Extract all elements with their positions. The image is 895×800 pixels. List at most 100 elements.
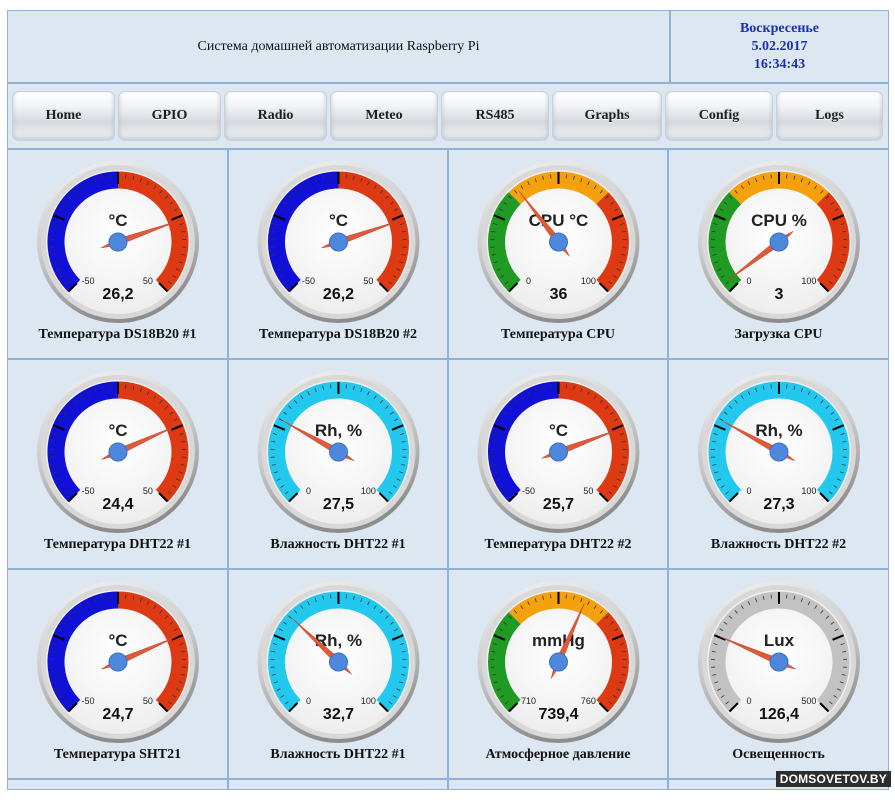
gauge-max-label: 50 <box>363 276 373 286</box>
nav-home-button[interactable]: Home <box>12 91 115 141</box>
gauge-max-label: 50 <box>143 276 153 286</box>
gauge-unit-label: Rh, % <box>315 631 362 650</box>
gauge-unit-label: Rh, % <box>755 421 802 440</box>
gauge-dial: °C -50 50 26,2 <box>37 161 199 323</box>
gauge-value: 26,2 <box>102 286 133 303</box>
gauge-hub <box>549 652 568 672</box>
gauge-min-label: -50 <box>522 486 535 496</box>
gauge-max-label: 760 <box>581 696 596 706</box>
gauge-max-label: 100 <box>801 276 816 286</box>
gauge-cell: Rh, % 0 100 32,7 Влажность DHT22 #1 <box>228 569 448 779</box>
watermark: DOMSOVETOV.BY <box>775 771 891 787</box>
gauge-cell: °C -50 50 24,4 Температура DHT22 #1 <box>7 359 228 569</box>
gauge-max-label: 50 <box>143 696 153 706</box>
gauge-unit-label: CPU % <box>751 211 807 230</box>
gauge-dial: CPU % 0 100 3 <box>698 161 860 323</box>
nav-meteo-button[interactable]: Meteo <box>330 91 438 141</box>
weekday-text: Воскресенье <box>739 20 820 36</box>
gauge-value: 25,7 <box>543 496 574 513</box>
nav-label: Radio <box>257 108 294 123</box>
gauge-hub <box>769 442 789 462</box>
gauge-min-label: -50 <box>302 276 315 286</box>
gauge-min-label: 710 <box>521 696 536 706</box>
gauge-hub <box>329 652 348 672</box>
gauge-caption: Влажность DHT22 #1 <box>270 747 406 762</box>
nav-config-button[interactable]: Config <box>665 91 773 141</box>
gauge-hub <box>549 232 568 252</box>
gauge-max-label: 100 <box>581 276 596 286</box>
gauge-caption: Температура CPU <box>500 327 615 342</box>
gauge-max-label: 100 <box>361 696 376 706</box>
nav-rs485-button[interactable]: RS485 <box>441 91 549 141</box>
gauge-cell: CPU % 0 100 3 Загрузка CPU <box>668 149 889 359</box>
gauge-min-label: 0 <box>747 276 752 286</box>
gauge-cell: °C -50 50 26,2 Температура DS18B20 #1 <box>7 149 228 359</box>
gauge-dial: °C -50 50 25,7 <box>477 371 640 533</box>
gauge-value: 739,4 <box>538 706 578 723</box>
gauge-hub <box>108 652 128 672</box>
gauge-caption: Влажность DHT22 #2 <box>710 537 847 552</box>
gauge-hub <box>549 442 568 462</box>
gauge-max-label: 50 <box>143 486 153 496</box>
gauge-unit-label: Rh, % <box>315 421 362 440</box>
gauge-unit-label: Lux <box>764 631 795 650</box>
gauge-min-label: -50 <box>82 276 95 286</box>
nav-label: Logs <box>815 108 844 123</box>
gauge-hub <box>329 232 348 252</box>
gauge-value: 32,7 <box>323 706 354 723</box>
gauge-min-label: -50 <box>82 486 95 496</box>
gauge-cell: °C -50 50 24,7 Температура SHT21 <box>7 569 228 779</box>
gauge-dial: °C -50 50 26,2 <box>257 161 420 323</box>
gauge-caption: Температура DS18B20 #1 <box>38 327 197 342</box>
gauge-min-label: 0 <box>306 486 311 496</box>
gauge-hub <box>769 652 789 672</box>
gauge-min-label: 0 <box>306 696 311 706</box>
gauge-unit-label: mmHg <box>532 631 585 650</box>
gauge-value: 3 <box>775 286 784 303</box>
gauge-caption: Температура DHT22 #1 <box>43 537 192 552</box>
gauge-caption: Атмосферное давление <box>485 747 631 762</box>
gauge-max-label: 500 <box>801 696 816 706</box>
footer-cell <box>448 779 668 790</box>
nav-radio-button[interactable]: Radio <box>224 91 327 141</box>
gauge-caption: Температура DS18B20 #2 <box>259 327 417 342</box>
gauge-cell: CPU °C 0 100 36 Температура CPU <box>448 149 668 359</box>
gauge-value: 27,3 <box>763 496 794 513</box>
gauge-dial: Rh, % 0 100 27,5 <box>257 371 420 533</box>
gauge-caption: Влажность DHT22 #1 <box>270 537 406 552</box>
nav-label: RS485 <box>475 108 515 123</box>
dashboard: Система домашней автоматизации Raspberry… <box>3 6 889 790</box>
gauge-cell: Lux 0 500 126,4 Освещенность <box>668 569 889 779</box>
nav-gpio-button[interactable]: GPIO <box>118 91 221 141</box>
gauge-hub <box>108 442 128 462</box>
gauge-value: 27,5 <box>323 496 354 513</box>
gauge-min-label: 0 <box>526 276 531 286</box>
gauge-unit-label: °C <box>108 421 127 440</box>
time-text: 16:34:43 <box>753 56 806 72</box>
gauge-caption: Температура DHT22 #2 <box>484 537 632 552</box>
gauge-dial: °C -50 50 24,7 <box>37 581 199 743</box>
nav-logs-button[interactable]: Logs <box>776 91 883 141</box>
gauge-max-label: 100 <box>801 486 816 496</box>
gauge-dial: Rh, % 0 100 32,7 <box>257 581 420 743</box>
footer-cell <box>228 779 448 790</box>
nav-label: Meteo <box>365 108 403 123</box>
nav-label: Home <box>45 108 82 123</box>
gauge-caption: Загрузка CPU <box>734 327 823 342</box>
gauge-cell: mmHg 710 760 739,4 Атмосферное давление <box>448 569 668 779</box>
gauge-hub <box>329 442 348 462</box>
nav-graphs-button[interactable]: Graphs <box>552 91 662 141</box>
gauge-dial: Rh, % 0 100 27,3 <box>698 371 860 533</box>
gauge-cell: Rh, % 0 100 27,3 Влажность DHT22 #2 <box>668 359 889 569</box>
gauge-max-label: 50 <box>583 486 593 496</box>
gauge-min-label: 0 <box>747 696 752 706</box>
page-title-cell: Система домашней автоматизации Raspberry… <box>7 10 670 83</box>
gauge-min-label: -50 <box>82 696 95 706</box>
gauge-value: 24,7 <box>102 706 133 723</box>
gauge-min-label: 0 <box>747 486 752 496</box>
gauge-hub <box>769 232 789 252</box>
gauge-caption: Температура SHT21 <box>53 747 182 762</box>
gauge-max-label: 100 <box>361 486 376 496</box>
gauge-cell: Rh, % 0 100 27,5 Влажность DHT22 #1 <box>228 359 448 569</box>
